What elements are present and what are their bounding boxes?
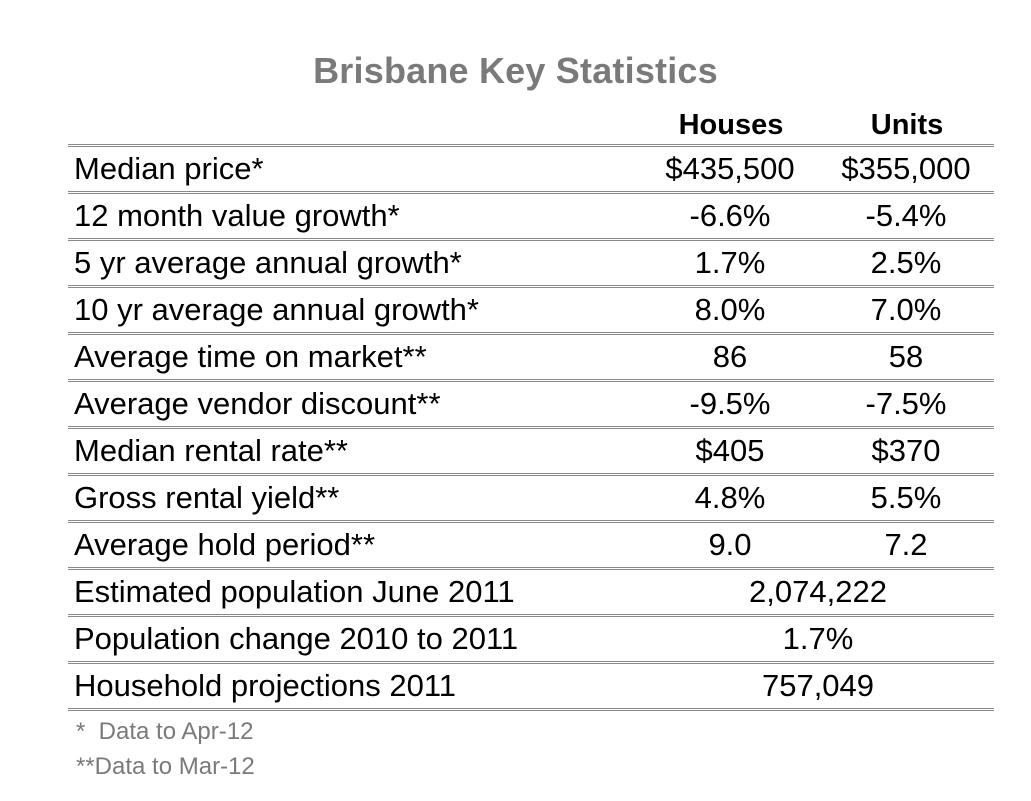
row-label: Average vendor discount** [74, 386, 441, 421]
table-header-row: Houses Units [68, 100, 994, 147]
row-label: Population change 2010 to 2011 [74, 621, 519, 656]
table-row: Population change 2010 to 2011 1.7% [68, 617, 994, 664]
table-row: Household projections 2011 757,049 [68, 664, 994, 711]
houses-value: 9.0 [708, 527, 752, 562]
table-row: Median rental rate** $405 $370 [68, 429, 994, 476]
units-value: $370 [871, 433, 941, 468]
houses-value: 1.7% [694, 245, 766, 280]
units-value: 5.5% [870, 480, 942, 515]
merged-value: 1.7% [782, 621, 854, 656]
row-label: Estimated population June 2011 [74, 574, 515, 609]
row-label: Median price* [74, 151, 264, 186]
footnotes: * Data to Apr-12 **Data to Mar-12 [76, 714, 255, 784]
row-label: 10 yr average annual growth* [74, 292, 479, 327]
page-title: Brisbane Key Statistics [313, 50, 718, 91]
houses-value: 8.0% [694, 292, 766, 327]
row-label: Household projections 2011 [74, 668, 457, 703]
units-value: 7.2 [884, 527, 928, 562]
units-value: 7.0% [870, 292, 942, 327]
row-label: Average time on market** [74, 339, 427, 374]
table-row: Average vendor discount** -9.5% -7.5% [68, 382, 994, 429]
units-value: $355,000 [841, 151, 971, 186]
houses-value: -9.5% [689, 386, 771, 421]
column-header-units: Units [870, 109, 944, 141]
houses-value: $435,500 [665, 151, 795, 186]
houses-value: $405 [695, 433, 765, 468]
houses-value: -6.6% [689, 198, 771, 233]
table-row: 10 yr average annual growth* 8.0% 7.0% [68, 288, 994, 335]
table-row: Average hold period** 9.0 7.2 [68, 523, 994, 570]
houses-value: 86 [712, 339, 748, 374]
footnote-mar: **Data to Mar-12 [76, 753, 255, 780]
table-row: 12 month value growth* -6.6% -5.4% [68, 194, 994, 241]
table-row: Average time on market** 86 58 [68, 335, 994, 382]
table-row: Median price* $435,500 $355,000 [68, 147, 994, 194]
units-value: -5.4% [865, 198, 947, 233]
row-label: 5 yr average annual growth* [74, 245, 462, 280]
table-row: Estimated population June 2011 2,074,222 [68, 570, 994, 617]
row-label: Median rental rate** [74, 433, 348, 468]
units-value: -7.5% [865, 386, 947, 421]
statistics-table: Houses Units Median price* $435,500 $355… [68, 100, 994, 711]
row-label: Average hold period** [74, 527, 376, 562]
houses-value: 4.8% [694, 480, 766, 515]
footnote-apr: * Data to Apr-12 [76, 718, 254, 745]
units-value: 58 [888, 339, 924, 374]
table-row: Gross rental yield** 4.8% 5.5% [68, 476, 994, 523]
row-label: Gross rental yield** [74, 480, 340, 515]
units-value: 2.5% [870, 245, 942, 280]
merged-value: 757,049 [761, 668, 875, 703]
table-row: 5 yr average annual growth* 1.7% 2.5% [68, 241, 994, 288]
row-label: 12 month value growth* [74, 198, 400, 233]
column-header-houses: Houses [678, 109, 784, 141]
merged-value: 2,074,222 [749, 574, 887, 609]
